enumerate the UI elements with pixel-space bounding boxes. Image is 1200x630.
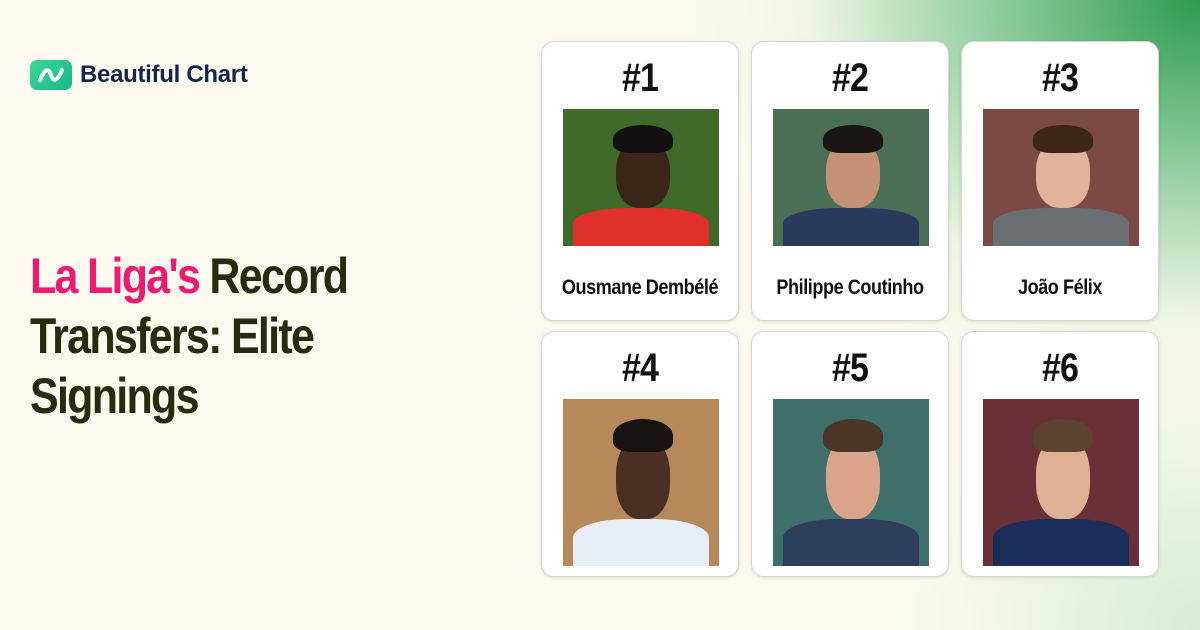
player-card: #4 [541,331,739,577]
player-hair [1033,125,1093,153]
player-hair [613,125,673,153]
player-card: #6 [961,331,1159,577]
player-card: #3 João Félix [961,41,1159,321]
player-name: Ousmane Dembélé [561,276,719,299]
player-photo [773,109,929,246]
title-highlight: La Liga's [30,248,201,304]
trend-line-icon [30,60,72,90]
player-photo [983,109,1139,246]
player-shirt [573,207,709,246]
player-hair [823,125,883,153]
brand-logo: Beautiful Chart [30,60,248,90]
player-rank: #2 [831,56,869,100]
player-shirt [573,519,709,566]
player-card: #1 Ousmane Dembélé [541,41,739,321]
player-name: Philippe Coutinho [776,276,924,299]
player-rank: #6 [1041,346,1079,390]
title-rest: Record Transfers: Elite Signings [30,248,349,424]
player-photo [773,399,929,566]
player-hair [613,419,673,453]
player-photo [983,399,1139,566]
player-shirt [993,207,1129,246]
player-rank: #3 [1041,56,1079,100]
player-name: João Félix [1017,276,1103,299]
player-shirt [783,207,919,246]
player-rank: #5 [831,346,869,390]
player-card: #5 [751,331,949,577]
player-hair [823,419,883,453]
brand-name: Beautiful Chart [80,61,248,88]
player-hair [1033,419,1093,453]
player-shirt [993,519,1129,566]
page-title: La Liga's Record Transfers: Elite Signin… [30,246,434,426]
player-shirt [783,519,919,566]
player-rank: #4 [621,346,659,390]
player-rank: #1 [621,56,659,100]
player-photo [563,399,719,566]
player-photo [563,109,719,246]
player-card: #2 Philippe Coutinho [751,41,949,321]
